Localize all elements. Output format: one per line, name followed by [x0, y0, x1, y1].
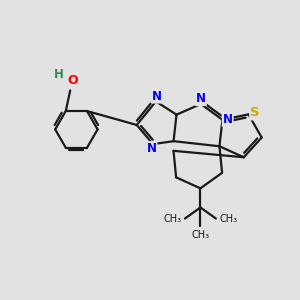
Text: H: H	[54, 68, 64, 81]
Text: N: N	[223, 113, 233, 126]
Text: N: N	[152, 90, 161, 103]
Text: O: O	[67, 74, 78, 87]
Text: S: S	[250, 106, 260, 119]
Text: N: N	[146, 142, 157, 155]
Text: CH₃: CH₃	[163, 214, 182, 224]
Text: N: N	[196, 92, 206, 105]
Text: CH₃: CH₃	[191, 230, 209, 240]
Text: CH₃: CH₃	[219, 214, 238, 224]
